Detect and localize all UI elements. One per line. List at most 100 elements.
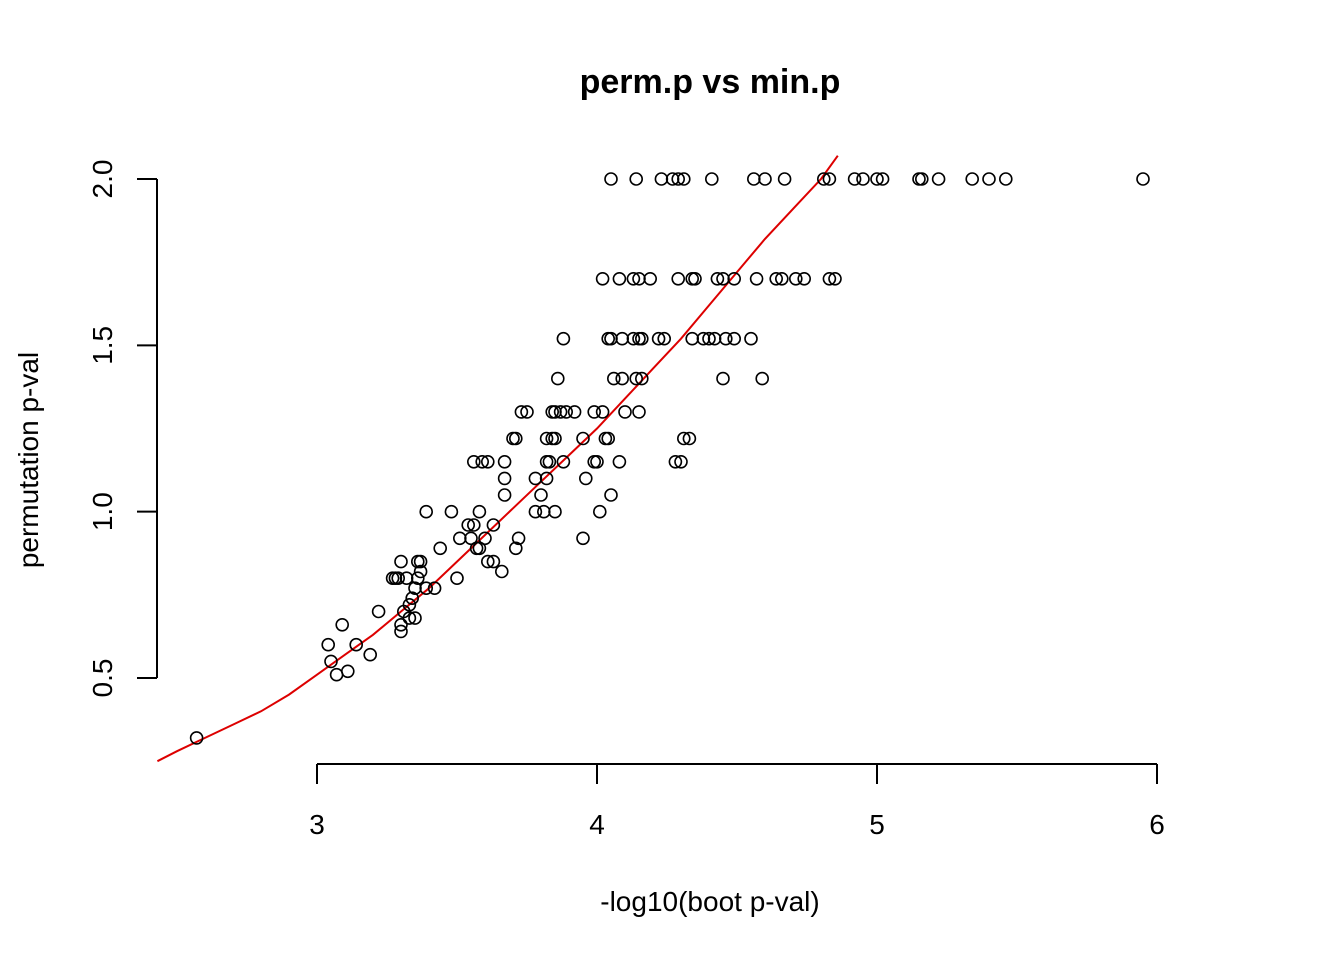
data-point [402, 611, 417, 625]
data-point [520, 405, 534, 419]
data-point [618, 405, 632, 419]
data-point [629, 371, 644, 386]
data-point [816, 172, 831, 186]
x-tick-label: 5 [869, 809, 885, 840]
data-point [626, 271, 641, 286]
data-point [340, 664, 355, 679]
data-point [716, 371, 730, 386]
data-point [710, 271, 725, 286]
plot-area [156, 155, 1150, 763]
data-point [626, 331, 641, 346]
data-point [394, 617, 408, 632]
data-point [413, 564, 428, 579]
data-point [718, 331, 733, 346]
data-point [676, 431, 691, 446]
fit-line [156, 155, 839, 763]
data-point [598, 431, 613, 446]
data-point [744, 331, 758, 346]
data-point [363, 647, 378, 662]
y-tick-label: 2.0 [87, 160, 118, 199]
data-point [749, 271, 764, 286]
y-tick-label: 1.0 [87, 492, 118, 531]
data-point [688, 271, 702, 286]
data-point [497, 454, 512, 469]
data-point [466, 454, 481, 469]
data-point [912, 172, 926, 186]
data-point [335, 617, 350, 632]
data-point [427, 581, 442, 596]
data-point [769, 271, 784, 286]
data-point [965, 172, 980, 186]
data-point [189, 731, 204, 745]
points-layer [189, 172, 1150, 745]
data-point [671, 172, 686, 186]
y-tick-label: 1.5 [87, 326, 118, 365]
data-point [822, 271, 837, 286]
data-point [497, 471, 512, 486]
data-point [464, 531, 478, 546]
data-point [556, 454, 571, 469]
data-point [615, 331, 630, 346]
data-point [452, 531, 467, 546]
data-point [548, 431, 562, 446]
data-point [704, 172, 719, 186]
y-axis: 0.5 1.0 1.5 2.0 [87, 160, 158, 698]
data-point [413, 554, 428, 569]
data-point [486, 554, 501, 569]
data-point [508, 541, 523, 556]
data-point [671, 271, 686, 286]
data-point [478, 531, 492, 546]
data-point [528, 504, 543, 519]
data-point [788, 271, 803, 286]
data-point [727, 331, 742, 346]
data-point [433, 541, 448, 556]
data-point [828, 271, 842, 286]
data-point [486, 518, 501, 532]
data-point [606, 371, 621, 386]
data-point [419, 504, 434, 519]
data-point [612, 454, 627, 469]
data-point [576, 431, 590, 446]
data-point [534, 488, 548, 502]
data-point [595, 405, 610, 419]
data-point [587, 454, 602, 469]
data-point [998, 172, 1013, 186]
data-point [604, 331, 618, 346]
data-point [601, 331, 616, 346]
data-point [629, 172, 644, 186]
data-point [651, 331, 666, 346]
data-point [632, 405, 646, 419]
data-point [696, 331, 711, 346]
data-point [394, 554, 408, 569]
data-point [539, 431, 554, 446]
data-point [755, 371, 770, 386]
data-point [472, 504, 487, 519]
data-point [506, 431, 520, 446]
data-point [604, 172, 618, 186]
data-point [634, 331, 649, 346]
data-point [578, 471, 593, 486]
data-point [450, 571, 464, 586]
data-point [601, 431, 616, 446]
data-point [548, 504, 562, 519]
data-point [685, 271, 700, 286]
data-point [528, 471, 543, 486]
data-point [604, 488, 618, 502]
data-point [466, 518, 481, 532]
data-point [727, 271, 742, 286]
data-point [349, 637, 364, 652]
data-point [657, 331, 672, 346]
data-point [394, 624, 408, 639]
data-point [408, 611, 422, 625]
data-point [511, 531, 526, 546]
y-tick-label: 0.5 [87, 659, 118, 698]
data-point [329, 667, 344, 682]
data-point [822, 172, 837, 186]
data-point [654, 172, 669, 186]
data-point [475, 454, 490, 469]
data-point [559, 405, 574, 419]
data-point [587, 405, 602, 419]
data-point [634, 371, 649, 386]
data-point [371, 604, 386, 619]
